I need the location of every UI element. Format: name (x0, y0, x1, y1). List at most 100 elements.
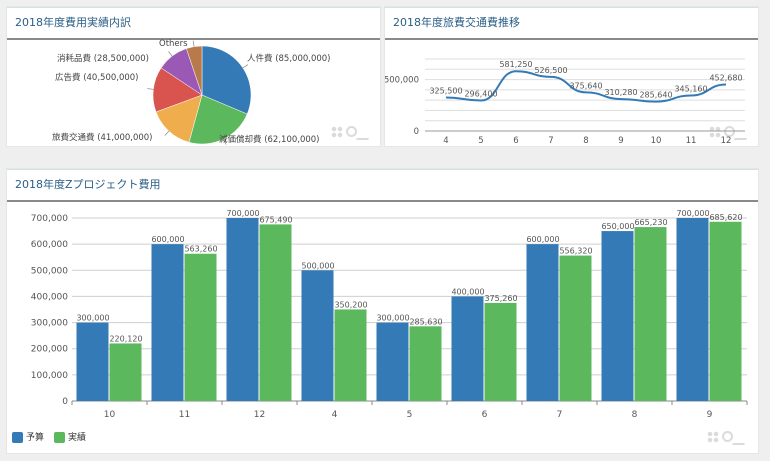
bar-data-label: 300,000 (76, 314, 109, 323)
bar (259, 224, 292, 401)
bar-data-label: 500,000 (301, 261, 334, 270)
line-y-tick: 500,000 (385, 76, 419, 86)
bar-chart: 0 100,000 200,000 300,000 400,000 500,000 600,… (31, 209, 748, 420)
bar-x-tick: 6 (482, 410, 488, 420)
line-x-tick: 5 (478, 136, 483, 146)
pie-slice-label: 消耗品費 (28,500,000) (57, 53, 149, 64)
pie-leader-line (223, 138, 227, 145)
bar-data-label: 675,490 (259, 215, 292, 224)
bar-x-tick: 4 (332, 410, 338, 420)
bar-y-tick: 200,000 (31, 345, 68, 355)
line-x-tick: 4 (443, 136, 448, 146)
line-data-label: 581,250 (499, 60, 532, 69)
line-data-label: 345,160 (674, 84, 707, 93)
bar (151, 244, 184, 401)
legend-label: 予算 (26, 433, 45, 443)
legend-item-budget[interactable]: 予算 (12, 430, 44, 443)
legend-item-actual[interactable]: 実績 (54, 430, 86, 443)
bar-panel-title: 2018年度Zプロジェクト費用 (7, 169, 758, 202)
bar-x-tick: 11 (179, 410, 190, 420)
bar-data-label: 700,000 (226, 209, 259, 218)
bar (109, 343, 142, 401)
palette-icon[interactable] (707, 431, 719, 443)
line-panel-title: 2018年度旅費交通費推移 (385, 7, 758, 40)
bar-y-tick: 300,000 (31, 319, 68, 329)
bar (184, 253, 217, 401)
bar (301, 270, 334, 401)
bar (409, 326, 442, 401)
line-x-tick: 7 (548, 136, 553, 146)
bar-y-tick: 400,000 (31, 292, 68, 302)
pie-slice-label: Others (159, 39, 188, 49)
bar-y-tick: 100,000 (31, 371, 68, 381)
line-toolbar (709, 126, 755, 140)
pie-slice-label: 人件費 (85,000,000) (247, 53, 331, 64)
pie-slice-label: 減価償却費 (62,100,000) (219, 134, 320, 145)
zoom-icon[interactable] (346, 126, 357, 137)
bar (601, 231, 634, 401)
line-series (445, 70, 727, 103)
line-x-tick: 9 (618, 136, 623, 146)
bar-data-label: 563,260 (184, 245, 217, 254)
bar (376, 322, 409, 401)
bar-x-tick: 7 (557, 410, 563, 420)
bar-data-label: 300,000 (376, 314, 409, 323)
bar (226, 218, 259, 401)
bar-data-label: 600,000 (526, 235, 559, 244)
pie-panel: 2018年度費用実績内訳 人件費 (85,000,000) 減価償却費 (62,1… (7, 7, 380, 146)
pie-panel-title: 2018年度費用実績内訳 (7, 7, 380, 40)
bar-x-tick: 9 (707, 410, 713, 420)
bar-data-label: 400,000 (451, 287, 484, 296)
line-x-tick: 11 (686, 136, 697, 146)
bar (709, 221, 742, 401)
pie-chart: 人件費 (85,000,000) 減価償却費 (62,100,000) 旅費交通費 … (52, 39, 331, 145)
pie-toolbar (331, 126, 377, 140)
zoom-icon[interactable] (722, 431, 733, 442)
bar-y-tick: 500,000 (31, 266, 68, 276)
bar-data-label: 600,000 (151, 235, 184, 244)
bar (526, 244, 559, 401)
bar (76, 322, 109, 401)
bar-y-tick: 700,000 (31, 214, 68, 224)
line-x-tick: 6 (513, 136, 518, 146)
bar (676, 218, 709, 401)
zoom-icon[interactable] (724, 126, 735, 137)
line-data-label: 285,640 (639, 91, 672, 100)
bar-data-label: 650,000 (601, 222, 634, 231)
line-data-label: 526,500 (534, 66, 567, 75)
bar-data-label: 685,620 (709, 213, 742, 222)
bar-x-tick: 12 (254, 410, 265, 420)
line-x-tick: 12 (721, 136, 732, 146)
bar-data-label: 375,260 (484, 294, 517, 303)
line-data-label: 325,500 (429, 87, 462, 96)
pie-slice-label: 旅費交通費 (41,000,000) (52, 132, 153, 143)
bar-data-label: 700,000 (676, 209, 709, 218)
bar-x-tick: 5 (407, 410, 413, 420)
legend-label: 実績 (68, 433, 87, 443)
bar-data-label: 220,120 (109, 334, 142, 343)
bar (559, 255, 592, 401)
bar-toolbar (707, 431, 753, 445)
legend-swatch (12, 432, 23, 443)
bar-panel: 2018年度Zプロジェクト費用 0 100,000 200,000 300,000 40… (7, 169, 758, 453)
bar-data-label: 350,200 (334, 300, 367, 309)
bar-legend: 予算 実績 (12, 430, 86, 443)
line-data-label: 310,280 (604, 88, 637, 97)
bar-data-label: 285,630 (409, 317, 442, 326)
line-data-label: 375,640 (569, 81, 602, 90)
bar-data-label: 556,320 (559, 247, 592, 256)
line-data-label: 452,680 (709, 73, 742, 82)
pie-leader-line (147, 88, 154, 90)
bar (484, 302, 517, 401)
line-data-label: 296,400 (464, 90, 497, 99)
line-y-tick: 0 (414, 127, 419, 137)
line-panel: 2018年度旅費交通費推移 500,000 0 325,500 4 296,400 5 58… (385, 7, 758, 146)
pie-slice-label: 広告費 (40,500,000) (55, 72, 139, 83)
bar-y-tick: 0 (62, 397, 68, 407)
line-x-tick: 8 (583, 136, 588, 146)
line-chart: 500,000 0 325,500 4 296,400 5 581,250 6 526,500 7… (385, 58, 745, 146)
bar (334, 309, 367, 401)
palette-icon[interactable] (709, 126, 721, 138)
pie-leader-line (192, 40, 195, 47)
palette-icon[interactable] (331, 126, 343, 138)
